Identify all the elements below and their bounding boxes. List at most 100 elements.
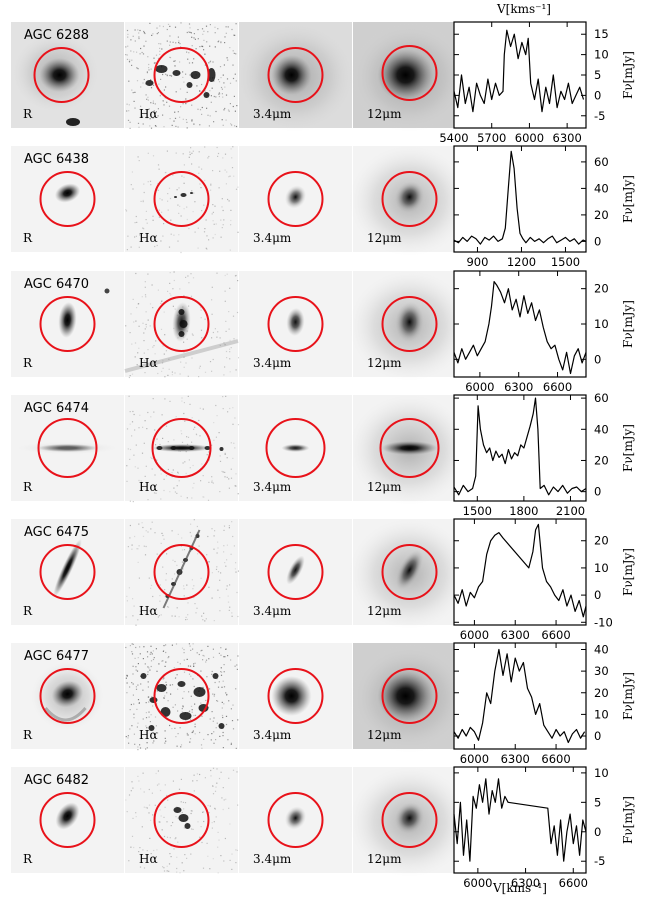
- noise-speck: [190, 810, 192, 812]
- noise-speck: [168, 246, 171, 248]
- noise-speck: [186, 51, 188, 53]
- noise-speck: [229, 339, 231, 341]
- noise-speck: [237, 804, 239, 806]
- galaxy-name: AGC 6474: [24, 401, 89, 416]
- noise-speck: [162, 367, 164, 369]
- band-label: Hα: [139, 107, 158, 121]
- noise-speck: [175, 736, 177, 738]
- noise-speck: [183, 81, 185, 83]
- noise-speck: [160, 815, 162, 817]
- noise-speck: [203, 738, 205, 740]
- noise-speck: [133, 413, 135, 416]
- noise-speck: [159, 595, 161, 597]
- noise-speck: [213, 121, 215, 123]
- noise-speck: [177, 841, 179, 843]
- noise-speck: [214, 26, 216, 28]
- band-label: 3.4μm: [253, 231, 292, 245]
- noise-speck: [181, 549, 184, 551]
- noise-speck: [191, 119, 193, 121]
- noise-speck: [153, 57, 155, 59]
- noise-speck: [147, 673, 149, 676]
- noise-speck: [184, 461, 186, 463]
- noise-speck: [193, 585, 195, 587]
- noise-speck: [135, 666, 137, 668]
- noise-speck: [214, 808, 216, 810]
- noise-speck: [230, 442, 232, 444]
- noise-speck: [137, 548, 139, 550]
- noise-speck: [130, 790, 132, 792]
- noise-speck: [147, 531, 149, 533]
- image-panel-background: [125, 643, 238, 749]
- noise-speck: [225, 94, 228, 96]
- noise-speck: [222, 408, 224, 410]
- noise-speck: [167, 799, 169, 801]
- noise-speck: [151, 468, 153, 470]
- noise-speck: [151, 34, 153, 36]
- band-label: Hα: [139, 604, 158, 618]
- noise-speck: [126, 103, 128, 105]
- noise-speck: [144, 554, 147, 556]
- noise-speck: [132, 298, 134, 300]
- noise-speck: [236, 105, 238, 107]
- noise-speck: [177, 710, 179, 712]
- noise-speck: [152, 155, 155, 157]
- noise-speck: [161, 829, 163, 831]
- noise-speck: [165, 73, 167, 75]
- x-tick-label: 6300: [501, 628, 530, 642]
- noise-speck: [169, 853, 171, 855]
- noise-speck: [167, 657, 169, 659]
- band-label: 3.4μm: [253, 480, 292, 494]
- noise-speck: [236, 668, 238, 670]
- noise-speck: [207, 734, 209, 736]
- noise-speck: [182, 705, 184, 707]
- noise-speck: [213, 742, 215, 744]
- noise-speck: [129, 728, 131, 730]
- noise-speck: [126, 428, 129, 430]
- ha-knot: [173, 807, 182, 813]
- noise-speck: [180, 106, 182, 108]
- noise-speck: [137, 746, 139, 748]
- noise-speck: [225, 648, 227, 650]
- noise-speck: [211, 479, 213, 482]
- noise-speck: [152, 102, 154, 104]
- noise-speck: [155, 725, 157, 727]
- noise-speck: [224, 656, 226, 658]
- noise-speck: [179, 727, 181, 729]
- noise-speck: [183, 351, 185, 353]
- noise-speck: [211, 673, 213, 675]
- noise-speck: [217, 589, 219, 591]
- noise-speck: [204, 318, 206, 320]
- noise-speck: [213, 223, 215, 225]
- y-tick-label: 20: [594, 534, 609, 548]
- noise-speck: [145, 748, 147, 750]
- noise-speck: [190, 273, 192, 275]
- noise-speck: [221, 707, 223, 709]
- noise-speck: [146, 72, 148, 74]
- noise-speck: [126, 465, 128, 467]
- noise-speck: [211, 444, 213, 446]
- noise-speck: [147, 656, 149, 658]
- noise-speck: [174, 60, 176, 62]
- noise-speck: [210, 60, 212, 62]
- noise-speck: [150, 102, 152, 104]
- noise-speck: [185, 362, 187, 364]
- noise-speck: [136, 548, 138, 550]
- noise-speck: [140, 683, 142, 685]
- noise-speck: [202, 45, 204, 48]
- noise-speck: [187, 665, 190, 667]
- noise-speck: [170, 693, 172, 695]
- noise-speck: [147, 181, 149, 183]
- noise-speck: [142, 718, 144, 720]
- noise-speck: [200, 329, 203, 331]
- noise-speck: [126, 480, 128, 482]
- galaxy-emission: [377, 49, 434, 101]
- noise-speck: [232, 423, 234, 425]
- noise-speck: [221, 686, 223, 688]
- noise-speck: [186, 618, 188, 620]
- noise-speck: [227, 411, 229, 413]
- noise-speck: [196, 525, 198, 528]
- noise-speck: [187, 614, 189, 616]
- noise-speck: [193, 663, 195, 665]
- noise-speck: [135, 444, 137, 446]
- noise-speck: [145, 712, 147, 714]
